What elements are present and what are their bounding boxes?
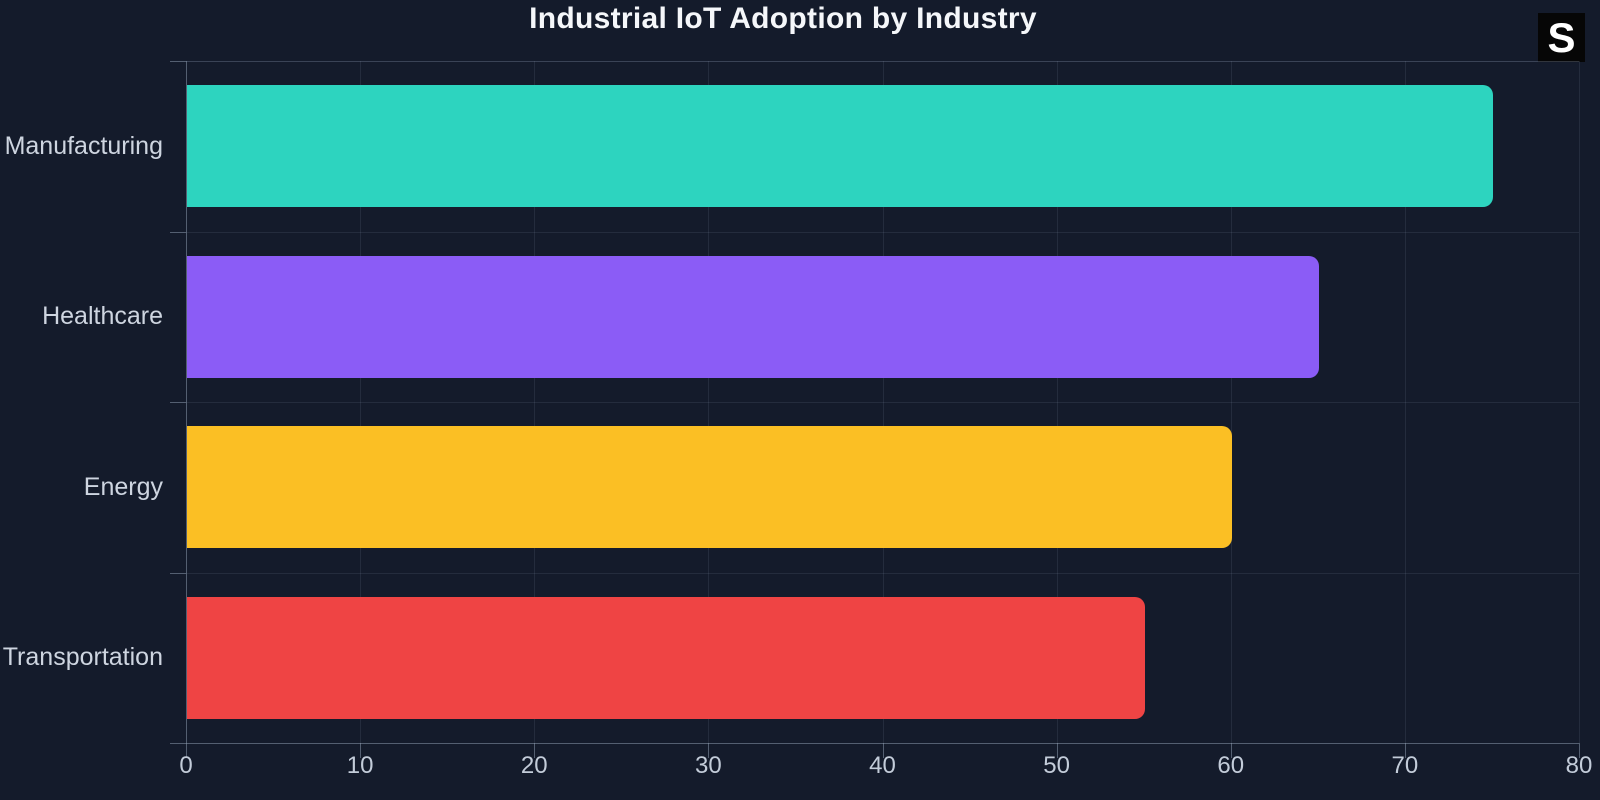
x-gridline-50	[1056, 61, 1058, 743]
bar-healthcare[interactable]	[187, 255, 1319, 378]
plot-top-border	[186, 61, 1579, 62]
bar-energy[interactable]	[187, 426, 1232, 549]
x-tick-40	[882, 743, 884, 758]
x-tick-70	[1404, 743, 1406, 758]
category-label-healthcare: Healthcare	[42, 302, 163, 331]
x-tick-30	[708, 743, 710, 758]
x-gridline-40	[882, 61, 884, 743]
bar-manufacturing[interactable]	[187, 85, 1493, 208]
x-tick-20	[534, 743, 536, 758]
x-gridline-80	[1579, 61, 1580, 743]
x-gridline-60	[1230, 61, 1232, 743]
x-tick-10	[360, 743, 362, 758]
y-tick-1	[170, 231, 186, 233]
x-tick-label-60: 60	[1217, 752, 1245, 779]
x-tick-80	[1579, 743, 1580, 758]
y-tick-3	[170, 572, 186, 574]
chart-title: Industrial IoT Adoption by Industry	[529, 2, 1037, 35]
plot-area	[170, 61, 1580, 758]
x-tick-60	[1230, 743, 1232, 758]
y-tick-4	[170, 743, 186, 744]
x-tick-label-80: 80	[1565, 752, 1593, 779]
category-boundary-gridline-2	[186, 402, 1579, 403]
x-gridline-20	[534, 61, 536, 743]
x-tick-label-20: 20	[520, 752, 548, 779]
category-label-transportation: Transportation	[2, 643, 163, 672]
x-tick-label-10: 10	[346, 752, 374, 779]
x-tick-0	[186, 743, 187, 758]
x-gridline-30	[708, 61, 710, 743]
x-tick-label-70: 70	[1391, 752, 1419, 779]
x-tick-label-50: 50	[1043, 752, 1070, 779]
x-gridline-70	[1404, 61, 1406, 743]
s-logo-badge: S	[1538, 13, 1585, 62]
category-label-energy: Energy	[83, 472, 163, 501]
x-gridline-10	[360, 61, 362, 743]
x-tick-label-40: 40	[869, 752, 896, 779]
bar-transportation[interactable]	[187, 596, 1145, 719]
category-boundary-gridline-1	[186, 231, 1579, 233]
y-axis-line	[186, 61, 187, 743]
category-boundary-gridline-3	[186, 572, 1579, 574]
x-tick-label-30: 30	[695, 752, 722, 779]
category-label-manufacturing: Manufacturing	[4, 131, 163, 160]
s-logo-letter: S	[1547, 13, 1576, 61]
x-tick-label-0: 0	[179, 752, 193, 779]
y-tick-2	[170, 402, 186, 403]
x-tick-50	[1056, 743, 1058, 758]
y-tick-0	[170, 61, 186, 62]
